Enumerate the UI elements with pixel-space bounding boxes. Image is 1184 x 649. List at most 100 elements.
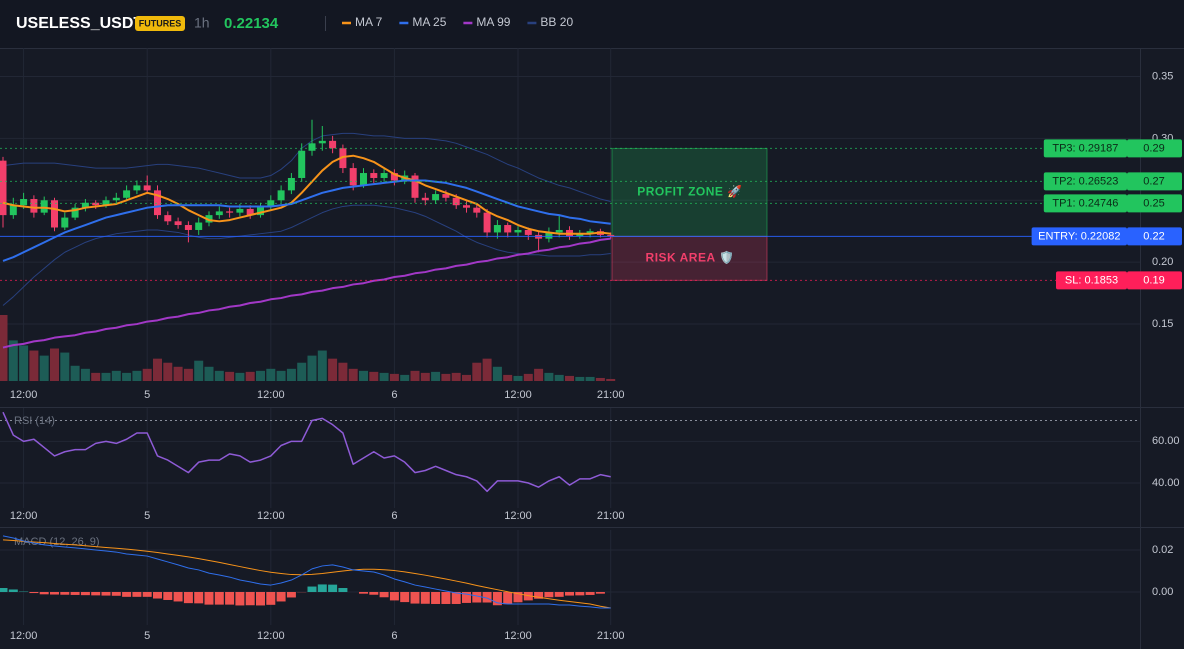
candle-body (318, 140, 326, 144)
level-label: TP2: 0.26523 (1052, 175, 1118, 187)
candle-body (370, 173, 378, 178)
candle-body (246, 208, 254, 216)
volume-bar (379, 372, 389, 381)
volume-bar (122, 372, 132, 381)
volume-bar (328, 358, 338, 381)
x-tick-label: 6 (391, 510, 397, 522)
candle-body (329, 140, 337, 149)
candle-body (524, 229, 532, 235)
x-tick-label: 6 (391, 630, 397, 642)
candle-body (133, 185, 141, 191)
candle-body (257, 206, 264, 216)
histogram-bar (111, 592, 121, 596)
candle-body (411, 175, 419, 198)
candle-body (607, 234, 615, 236)
histogram-bar (575, 592, 585, 596)
volume-bar (513, 375, 523, 381)
histogram-bar (276, 592, 286, 602)
volume-bar (400, 374, 410, 381)
volume-bar (451, 372, 461, 381)
x-tick-label: 21:00 (597, 510, 625, 522)
volume-bar (101, 372, 111, 381)
histogram-bar (153, 592, 162, 599)
volume-bar (214, 370, 224, 381)
level-axis-label: 0.19 (1143, 274, 1164, 286)
candle-body (164, 215, 172, 222)
volume-bar (235, 372, 245, 381)
histogram-bar (565, 592, 574, 596)
volume-bar (554, 374, 564, 381)
candle-body (51, 200, 58, 228)
histogram-bar (441, 592, 451, 604)
volume-bar (317, 350, 327, 381)
candle-body (61, 217, 69, 228)
band-line (2, 132, 611, 202)
volume-bar (359, 370, 368, 381)
level-axis-label: 0.29 (1143, 142, 1164, 154)
candle-body (360, 173, 367, 186)
x-tick-label: 6 (391, 389, 397, 401)
candle-body (463, 205, 470, 208)
x-tick-label: 12:00 (504, 389, 532, 401)
volume-bar (163, 362, 173, 381)
volume-bar (441, 373, 451, 381)
volume-bar (307, 355, 317, 381)
volume-bar (91, 372, 101, 381)
volume-bar (39, 355, 49, 381)
candle-body (0, 160, 7, 216)
x-tick-label: 12:00 (504, 630, 532, 642)
candle-body (473, 207, 481, 213)
volume-bar (80, 368, 90, 381)
volume-bar (369, 371, 379, 381)
candle-body (236, 208, 244, 213)
histogram-bar (266, 592, 276, 605)
volume-bar (245, 371, 255, 381)
candle-body (40, 200, 48, 213)
level-box (1043, 194, 1127, 213)
histogram-bar (183, 592, 193, 604)
histogram-bar (204, 592, 214, 605)
ma-line (2, 179, 611, 262)
x-tick-label: 12:00 (10, 510, 38, 522)
histogram-bar (595, 592, 605, 594)
candle-body (452, 197, 460, 206)
volume-bar (575, 376, 585, 381)
candle-body (287, 177, 295, 191)
level-box (1031, 227, 1127, 246)
x-tick-label: 12:00 (257, 630, 285, 642)
volume-bar (523, 373, 533, 381)
candle-body (215, 211, 223, 216)
candle-body (112, 197, 120, 201)
volume-bar (204, 366, 214, 381)
x-tick-label: 21:00 (597, 630, 625, 642)
header-bar (0, 0, 1184, 48)
histogram-bar (451, 592, 461, 604)
y-tick-label: 0.15 (1152, 318, 1173, 330)
legend: MA 7 MA 25 MA 99 BB 20 (342, 15, 573, 29)
candle-body (92, 202, 100, 206)
ma-line (2, 154, 611, 235)
volume-bar (132, 370, 142, 381)
x-tick-label: 12:00 (504, 510, 532, 522)
histogram-bar (482, 592, 492, 603)
zone (611, 147, 768, 237)
volume-bar (142, 368, 152, 381)
level-axis-box (1127, 194, 1182, 213)
candle-body (514, 229, 522, 233)
histogram-bar (359, 592, 368, 594)
histogram-bar (245, 592, 255, 606)
volume-bar (338, 362, 348, 381)
level-axis-label: 0.22 (1143, 230, 1164, 242)
volume-bar (60, 352, 70, 381)
candle-body (174, 221, 182, 226)
candle-body (195, 222, 203, 230)
volume-bar (420, 372, 430, 381)
histogram-bar (400, 592, 410, 603)
volume-bar (462, 374, 471, 381)
histogram-bar (225, 592, 235, 605)
candle-body (123, 190, 131, 198)
level-label: TP3: 0.29187 (1052, 142, 1118, 154)
level-axis-box (1127, 271, 1182, 290)
